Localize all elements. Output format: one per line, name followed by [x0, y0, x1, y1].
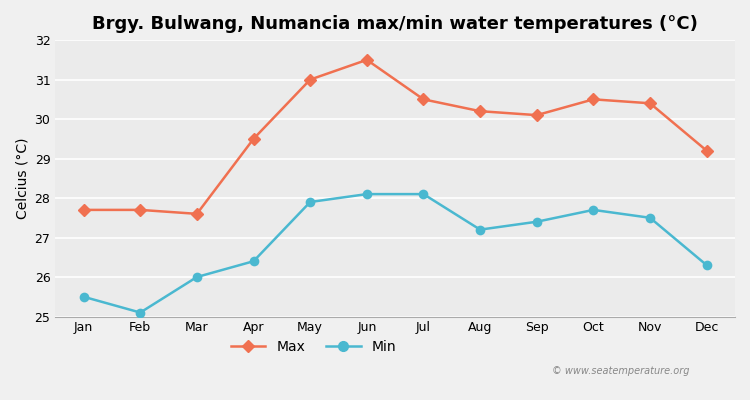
Max: [589, 97, 598, 102]
Min: [419, 192, 428, 196]
Max: [476, 109, 484, 114]
Min: [646, 215, 655, 220]
Max: [249, 136, 258, 141]
Y-axis label: Celcius (°C): Celcius (°C): [15, 138, 29, 219]
Max: [136, 208, 145, 212]
Line: Min: Min: [79, 189, 712, 318]
Min: [476, 227, 484, 232]
Min: [249, 259, 258, 264]
Max: [79, 208, 88, 212]
Min: [532, 219, 542, 224]
Title: Brgy. Bulwang, Numancia max/min water temperatures (°C): Brgy. Bulwang, Numancia max/min water te…: [92, 15, 698, 33]
Max: [646, 101, 655, 106]
Min: [362, 192, 371, 196]
Text: © www.seatemperature.org: © www.seatemperature.org: [553, 366, 690, 376]
Min: [306, 200, 315, 204]
Min: [589, 208, 598, 212]
Max: [532, 113, 542, 118]
Legend: Max, Min: Max, Min: [225, 334, 402, 359]
Line: Max: Max: [80, 56, 711, 218]
Max: [419, 97, 428, 102]
Max: [362, 58, 371, 62]
Max: [306, 77, 315, 82]
Min: [79, 294, 88, 299]
Min: [193, 275, 202, 280]
Max: [193, 212, 202, 216]
Min: [702, 263, 711, 268]
Min: [136, 310, 145, 315]
Max: [702, 148, 711, 153]
